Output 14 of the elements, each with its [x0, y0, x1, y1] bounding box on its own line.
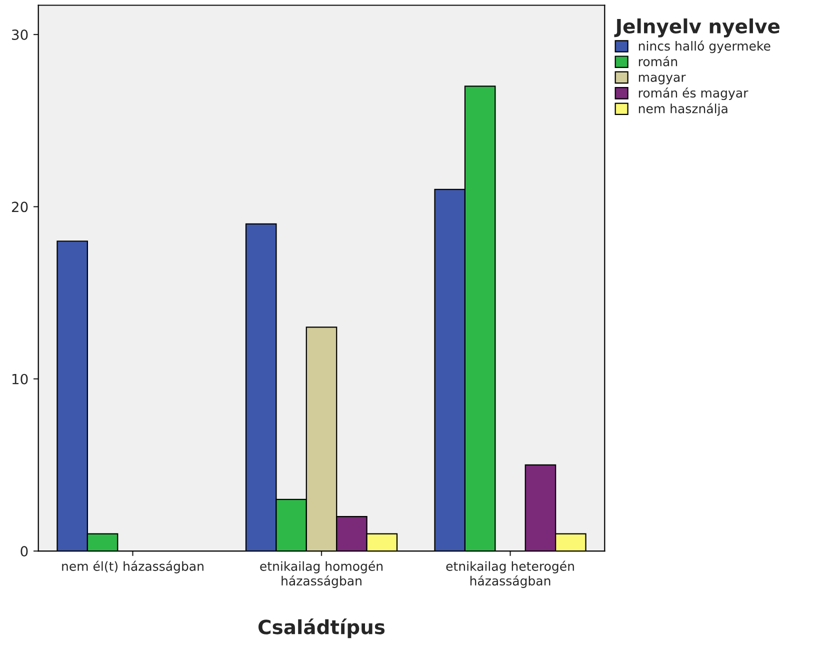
legend-label: román és magyar [638, 87, 748, 100]
y-tick-label: 30 [12, 29, 28, 40]
x-tick-label: etnikailag homogén házasságban [260, 560, 383, 588]
y-tick-label: 10 [12, 374, 28, 384]
legend-title: Jelnyelv nyelve [614, 18, 780, 38]
y-tick-label: 20 [12, 202, 28, 212]
x-axis-title: Családtípus [258, 618, 385, 638]
y-tick-label: 0 [20, 546, 28, 557]
x-tick-label: nem él(t) házasságban [62, 560, 204, 574]
legend-label: magyar [638, 74, 686, 84]
legend-label: nem használja [638, 103, 728, 116]
legend-label: román [638, 56, 678, 66]
legend-label: nincs halló gyermeke [638, 40, 770, 54]
x-tick-label: etnikailag heterogén házasságban [446, 560, 574, 588]
